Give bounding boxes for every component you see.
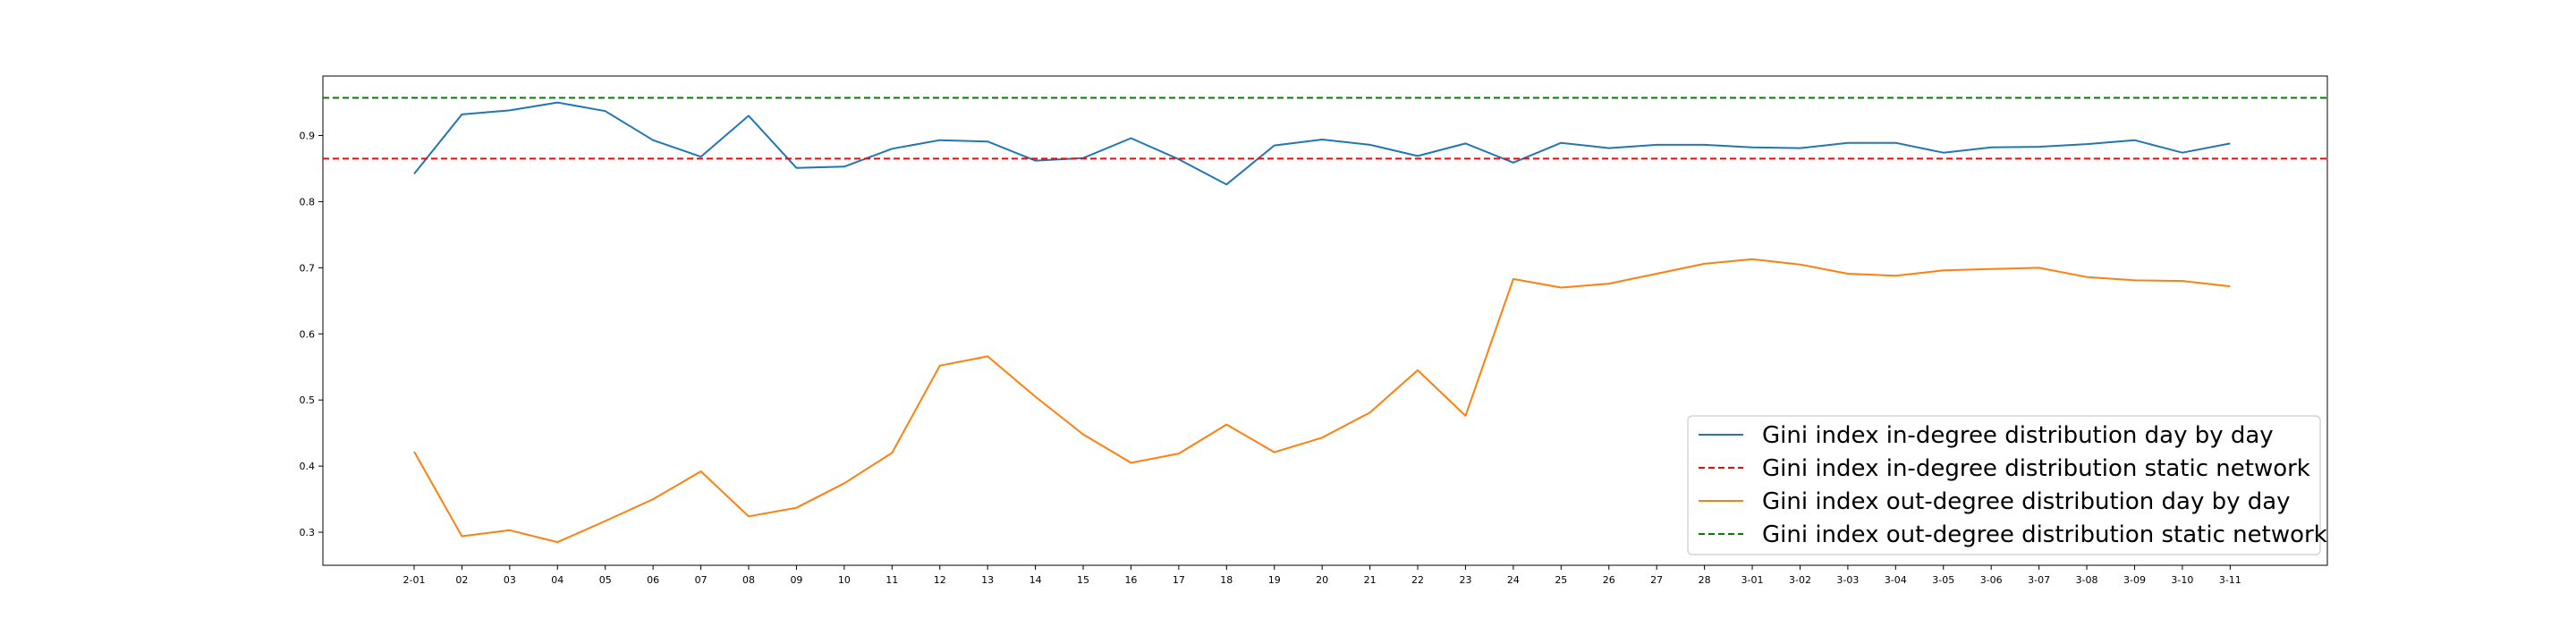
y-axis: 0.3 0.4 0.5 0.6 0.7 0.8 0.9 (300, 131, 323, 538)
x-tick-label: 3-06 (1980, 574, 2003, 586)
x-tick-label: 09 (790, 574, 802, 586)
x-tick-label: 27 (1650, 574, 1663, 586)
x-tick-label: 18 (1220, 574, 1233, 586)
legend-label: Gini index in-degree distribution day by… (1762, 422, 2274, 449)
x-tick-label: 20 (1316, 574, 1328, 586)
x-tick-label: 25 (1555, 574, 1567, 586)
series-layer (323, 97, 2327, 544)
x-tick-label: 3-07 (2028, 574, 2050, 586)
y-tick-label: 0.9 (300, 131, 316, 142)
x-tick-label: 12 (934, 574, 946, 586)
y-tick-label: 0.4 (300, 461, 316, 472)
series-line-2 (413, 258, 2231, 544)
legend-label: Gini index in-degree distribution static… (1762, 455, 2310, 482)
x-tick-label: 21 (1364, 574, 1377, 586)
x-tick-label: 22 (1411, 574, 1424, 586)
series-line-0 (413, 101, 2231, 186)
x-tick-label: 3-11 (2219, 574, 2241, 586)
legend-label: Gini index out-degree distribution stati… (1762, 521, 2327, 548)
x-tick-label: 26 (1603, 574, 1615, 586)
y-tick-label: 0.8 (300, 196, 316, 208)
x-tick-label: 3-08 (2076, 574, 2098, 586)
plot-border (322, 75, 2328, 566)
y-tick-label: 0.5 (300, 394, 316, 406)
x-tick-label: 23 (1459, 574, 1471, 586)
y-tick-label: 0.6 (300, 328, 316, 340)
legend-box (1687, 415, 2321, 555)
x-tick-label: 3-04 (1885, 574, 1907, 586)
x-tick-label: 16 (1124, 574, 1137, 586)
x-tick-label: 3-02 (1789, 574, 1811, 586)
x-tick-label: 08 (742, 574, 755, 586)
x-tick-label: 24 (1507, 574, 1520, 586)
x-tick-label: 10 (838, 574, 851, 586)
x-tick-label: 28 (1699, 574, 1711, 586)
x-tick-label: 3-10 (2171, 574, 2193, 586)
x-tick-label: 19 (1268, 574, 1281, 586)
x-tick-label: 15 (1077, 574, 1089, 586)
x-tick-label: 03 (504, 574, 516, 586)
x-tick-label: 2-01 (403, 574, 426, 586)
x-tick-label: 3-03 (1836, 574, 1859, 586)
x-tick-label: 05 (599, 574, 612, 586)
y-tick-label: 0.3 (300, 527, 316, 538)
legend-label: Gini index out-degree distribution day b… (1762, 488, 2291, 515)
x-tick-label: 07 (695, 574, 708, 586)
x-tick-label: 17 (1173, 574, 1185, 586)
x-tick-label: 13 (981, 574, 994, 586)
x-tick-label: 3-05 (1932, 574, 1954, 586)
x-tick-label: 06 (647, 574, 659, 586)
x-axis: 2-01 02 03 04 05 06 07 08 09 10 11 12 13 14 15 16 17 18 19… (403, 565, 2241, 586)
y-tick-label: 0.7 (300, 262, 316, 274)
legend: Gini index in-degree distribution day by… (1687, 415, 2327, 555)
x-tick-label: 11 (886, 574, 898, 586)
x-tick-label: 04 (551, 574, 564, 586)
x-tick-label: 3-09 (2123, 574, 2146, 586)
plot-area (322, 75, 2328, 566)
x-tick-label: 02 (455, 574, 468, 586)
x-tick-label: 14 (1030, 574, 1042, 586)
x-tick-label: 3-01 (1741, 574, 1764, 586)
